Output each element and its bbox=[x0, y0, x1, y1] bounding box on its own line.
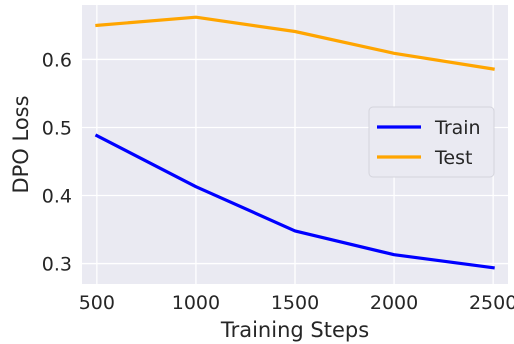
legend: Train Test bbox=[368, 106, 495, 178]
grid bbox=[82, 5, 508, 284]
legend-label-test: Test bbox=[434, 147, 472, 169]
x-tick-label: 500 bbox=[79, 292, 115, 314]
y-axis-ticks: 0.3 0.4 0.5 0.6 bbox=[42, 49, 72, 275]
x-tick-label: 1500 bbox=[271, 292, 319, 314]
series-line-train bbox=[94, 133, 495, 270]
series-line-test bbox=[95, 15, 495, 71]
x-tick-label: 1000 bbox=[172, 292, 220, 314]
y-tick-label: 0.4 bbox=[42, 186, 72, 208]
legend-label-train: Train bbox=[434, 117, 481, 139]
x-axis-label: Training Steps bbox=[220, 318, 369, 342]
x-tick-label: 2000 bbox=[370, 292, 418, 314]
series-lines bbox=[94, 15, 495, 270]
x-tick-label: 2500 bbox=[469, 292, 514, 314]
legend-box bbox=[368, 106, 495, 178]
x-axis-ticks: 500 1000 1500 2000 2500 bbox=[79, 292, 514, 314]
y-tick-label: 0.5 bbox=[42, 117, 72, 139]
y-axis-label: DPO Loss bbox=[9, 95, 33, 193]
y-tick-label: 0.3 bbox=[42, 254, 72, 276]
y-tick-label: 0.6 bbox=[42, 49, 72, 71]
